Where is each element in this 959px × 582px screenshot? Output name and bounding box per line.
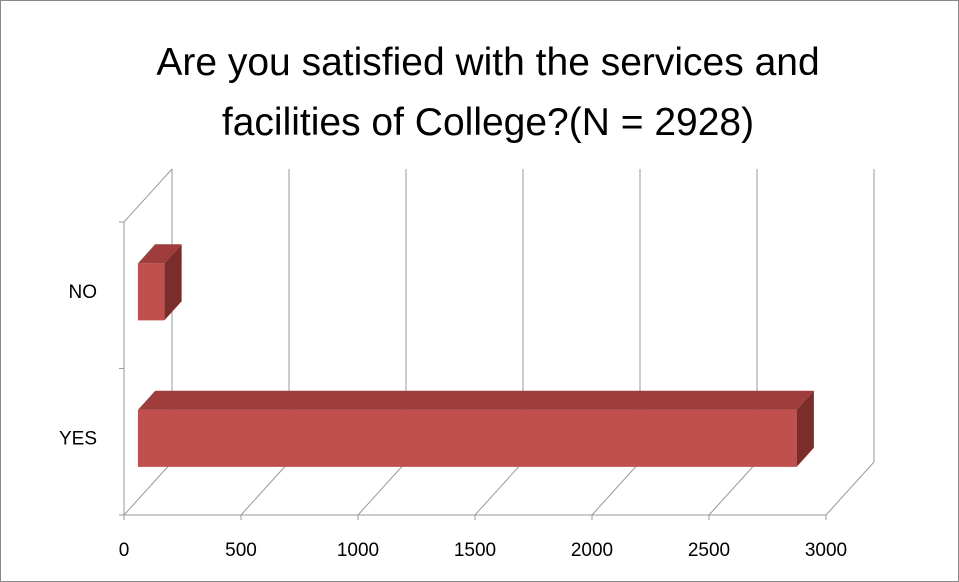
floor-line: [123, 461, 173, 516]
x-tick-label: 0: [119, 540, 130, 561]
x-tick-label: 2500: [688, 540, 730, 561]
chart-title: facilities of College?(N = 2928): [222, 101, 754, 144]
chart-title: Are you satisfied with the services and: [156, 41, 819, 84]
floor-line: [474, 461, 524, 516]
bar: [137, 409, 797, 467]
floor-line: [240, 461, 290, 516]
floor-line: [591, 461, 641, 516]
bar-side: [796, 390, 814, 467]
bar-top: [137, 390, 814, 410]
y-tick-label: YES: [59, 428, 97, 449]
bar: [137, 263, 165, 321]
y-tick-label: NO: [69, 282, 98, 303]
x-tick-label: 2000: [571, 540, 613, 561]
x-tick-label: 1500: [454, 540, 496, 561]
x-tick-label: 3000: [805, 540, 847, 561]
bar-top: [137, 244, 182, 264]
bar-side: [164, 244, 182, 321]
wall-edge: [123, 168, 173, 223]
floor-line: [708, 461, 758, 516]
floor-line: [825, 461, 875, 516]
x-tick-label: 1000: [337, 540, 379, 561]
x-tick-label: 500: [225, 540, 257, 561]
floor-line: [357, 461, 407, 516]
